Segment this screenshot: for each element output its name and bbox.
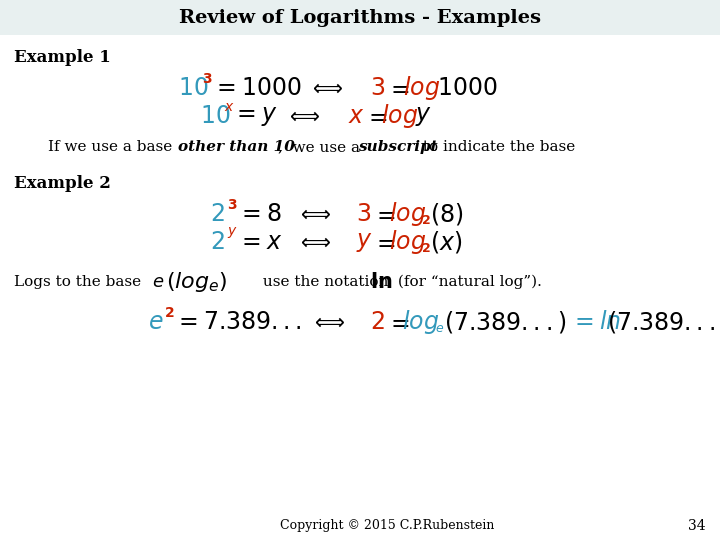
Text: use the notation: use the notation [258,275,393,289]
Text: $\mathit{= 7.389...}$: $\mathit{= 7.389...}$ [174,310,302,334]
Text: Copyright © 2015 C.P.Rubenstein: Copyright © 2015 C.P.Rubenstein [280,519,495,532]
Text: Example 1: Example 1 [14,50,111,66]
Text: $\mathit{1000}$: $\mathit{1000}$ [437,76,498,100]
Text: $\Longleftrightarrow$: $\Longleftrightarrow$ [310,313,345,332]
Text: $\mathit{3}$: $\mathit{3}$ [356,202,371,226]
Text: to indicate the base: to indicate the base [418,140,575,154]
Text: $\mathit{log}$: $\mathit{log}$ [389,200,426,228]
Text: $\mathit{y}$: $\mathit{y}$ [227,226,238,240]
Text: ,  we use a: , we use a [278,140,365,154]
Text: $\mathit{3}$: $\mathit{3}$ [370,76,385,100]
Text: $=$: $=$ [372,202,396,226]
FancyBboxPatch shape [0,0,720,35]
Text: $\mathit{x}$: $\mathit{x}$ [224,100,235,114]
Text: $\mathbf{3}$: $\mathbf{3}$ [227,198,238,212]
Text: Review of Logarithms - Examples: Review of Logarithms - Examples [179,9,541,27]
Text: $=$: $=$ [386,310,410,334]
Text: $\mathit{x}$: $\mathit{x}$ [348,104,365,128]
Text: $\Longleftrightarrow$: $\Longleftrightarrow$ [285,106,320,125]
Text: Example 2: Example 2 [14,176,111,192]
Text: $\mathit{= ln}$: $\mathit{= ln}$ [570,310,621,334]
Text: $\mathit{= y}$: $\mathit{= y}$ [232,104,277,128]
Text: $\mathit{e}$: $\mathit{e}$ [435,322,444,335]
Text: $\mathit{(8)}$: $\mathit{(8)}$ [430,201,464,227]
Text: $\mathit{y}$: $\mathit{y}$ [356,230,373,254]
Text: $=$: $=$ [386,76,410,100]
Text: $\mathbf{2}$: $\mathbf{2}$ [421,214,431,227]
Text: If we use a base: If we use a base [48,140,177,154]
Text: $\mathit{log}$: $\mathit{log}$ [381,102,418,130]
Text: $\mathbf{2}$: $\mathbf{2}$ [164,306,174,320]
Text: $\Longleftrightarrow$: $\Longleftrightarrow$ [308,78,343,98]
Text: $=$: $=$ [372,230,396,254]
Text: 34: 34 [688,519,706,533]
Text: $\mathit{10}$: $\mathit{10}$ [178,76,208,100]
Text: $\mathbf{3}$: $\mathbf{3}$ [202,72,212,86]
Text: $\mathit{log}$: $\mathit{log}$ [402,308,439,336]
Text: other than 10: other than 10 [178,140,295,154]
Text: $\mathit{e}$: $\mathit{e}$ [148,310,163,334]
Text: $\mathit{y}$: $\mathit{y}$ [415,104,432,128]
Text: Logs to the base: Logs to the base [14,275,146,289]
Text: $\mathit{2}$: $\mathit{2}$ [210,230,225,254]
Text: $\mathit{(x)}$: $\mathit{(x)}$ [430,229,462,255]
Text: $\mathit{2}$: $\mathit{2}$ [370,310,384,334]
Text: $\mathit{2}$: $\mathit{2}$ [210,202,225,226]
Text: $\mathit{(7.389...)}$: $\mathit{(7.389...)}$ [607,309,720,335]
Text: $\mathit{log}$: $\mathit{log}$ [403,74,440,102]
Text: $\Longleftrightarrow$: $\Longleftrightarrow$ [296,205,331,224]
Text: $\mathit{log}$: $\mathit{log}$ [389,228,426,256]
Text: $\mathit{(log_e)}$: $\mathit{(log_e)}$ [166,270,228,294]
Text: $\mathit{= 1000}$: $\mathit{= 1000}$ [212,76,302,100]
Text: $\mathit{= x}$: $\mathit{= x}$ [237,230,282,254]
Text: $\mathit{(7.389...)}$: $\mathit{(7.389...)}$ [444,309,567,335]
Text: $\mathit{e}$: $\mathit{e}$ [152,273,164,291]
Text: subscript: subscript [358,140,438,154]
Text: $=$: $=$ [364,104,388,128]
Text: (for “natural log”).: (for “natural log”). [393,275,542,289]
Text: $\mathbf{2}$: $\mathbf{2}$ [421,242,431,255]
Text: $\mathbf{ln}$: $\mathbf{ln}$ [370,272,392,292]
Text: $\mathit{= 8}$: $\mathit{= 8}$ [237,202,282,226]
Text: $\mathit{10}$: $\mathit{10}$ [200,104,230,128]
Text: $\Longleftrightarrow$: $\Longleftrightarrow$ [296,233,331,252]
